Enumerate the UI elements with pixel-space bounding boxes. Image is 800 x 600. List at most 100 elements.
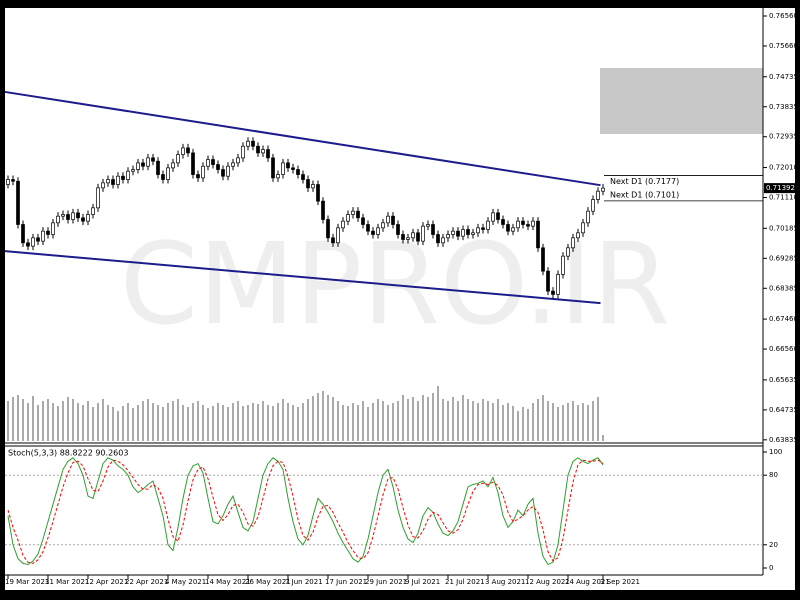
last-price-box [764, 183, 795, 194]
candle-body [21, 224, 25, 244]
candle-body [26, 242, 30, 247]
zone-box [600, 68, 763, 134]
candle-body [346, 214, 350, 222]
candle-body [231, 162, 235, 167]
x-tick-label: 3 Sep 2021 [600, 578, 640, 586]
candle-body [506, 224, 510, 232]
candle-body [351, 210, 355, 215]
trend-line [4, 250, 601, 305]
y-tick-label: 0.69285 [769, 254, 798, 262]
candle-body [446, 234, 450, 239]
stoch-line [7, 457, 604, 566]
candle-body [151, 157, 155, 162]
candle-body [496, 212, 500, 220]
candle-body [571, 237, 575, 249]
candle-body [301, 174, 305, 180]
candle-body [61, 214, 65, 217]
candle-body [466, 229, 470, 235]
x-tick-label: 9 Jul 2021 [405, 578, 440, 586]
candle-body [271, 157, 275, 179]
candle-body [541, 247, 545, 272]
candle-body [586, 210, 590, 224]
candle-body [51, 222, 55, 235]
candle-body [56, 215, 60, 224]
candle-body [71, 212, 75, 220]
candle-body [551, 290, 555, 295]
y-tick-label: 0.68385 [769, 284, 798, 292]
candle-body [411, 232, 415, 239]
candle-body [471, 232, 475, 235]
candle-body [101, 182, 105, 189]
x-tick-label: 26 May 2021 [245, 578, 291, 586]
candle-body [116, 175, 120, 185]
candle-body [91, 207, 95, 215]
candle-body [291, 167, 295, 170]
candle-body [6, 179, 10, 185]
x-tick-label: 7 Jun 2021 [285, 578, 323, 586]
candle-body [241, 145, 245, 159]
x-tick-label: 29 Jun 2021 [365, 578, 407, 586]
candle-body [141, 162, 145, 167]
x-tick-label: 17 Jun 2021 [325, 578, 367, 586]
candle-body [201, 165, 205, 179]
y-tick-label: 0.67460 [769, 315, 798, 323]
candle-body [96, 187, 100, 209]
candle-body [596, 190, 600, 200]
x-tick-label: 19 Mar 2021 [5, 578, 49, 586]
candle-body [601, 187, 605, 192]
candle-body [111, 179, 115, 185]
candle-body [501, 219, 505, 225]
candle-body [441, 237, 445, 244]
candle-body [171, 162, 175, 169]
candle-body [336, 227, 340, 244]
candle-body [16, 180, 20, 225]
candle-body [536, 220, 540, 249]
candle-body [156, 160, 160, 175]
candle-body [261, 149, 265, 154]
x-tick-label: 4 May 2021 [165, 578, 206, 586]
candle-body [461, 229, 465, 237]
candle-body [46, 230, 50, 235]
level-label: Next D1 (0.7101) [610, 190, 679, 199]
candle-body [476, 227, 480, 234]
candle-body [591, 199, 595, 212]
candle-body [31, 237, 35, 247]
y-tick-label: 0.66560 [769, 345, 798, 353]
candle-body [281, 162, 285, 175]
candle-body [276, 174, 280, 179]
candle-body [131, 169, 135, 172]
candle-body [136, 162, 140, 170]
y-tick-label: 0.76560 [769, 12, 798, 20]
candle-body [376, 227, 380, 235]
candle-body [146, 157, 150, 167]
candle-body [581, 222, 585, 234]
y-tick-label: 0.64735 [769, 406, 798, 414]
y-tick-label: 0.63835 [769, 436, 798, 444]
candle-body [366, 224, 370, 232]
candle-body [396, 224, 400, 235]
x-tick-label: 31 Mar 2021 [45, 578, 89, 586]
y-tick-label: 80 [769, 471, 778, 479]
stoch-title: Stoch(5,3,3) 88.8222 90.2603 [8, 449, 128, 458]
candle-body [566, 247, 570, 257]
candle-body [196, 174, 200, 179]
candle-body [11, 179, 15, 182]
candle-body [576, 232, 580, 239]
candle-body [161, 174, 165, 180]
y-tick-label: 100 [769, 448, 782, 456]
candle-body [421, 225, 425, 242]
candle-body [381, 222, 385, 229]
level-label: Next D1 (0.7177) [610, 177, 679, 186]
candle-body [186, 147, 190, 154]
candle-body [426, 224, 430, 227]
candle-body [451, 230, 455, 235]
candle-body [41, 230, 45, 242]
candle-body [511, 227, 515, 232]
candle-body [166, 167, 170, 180]
y-tick-label: 0.65635 [769, 376, 798, 384]
candle-body [416, 232, 420, 242]
y-tick-label: 0.71110 [769, 194, 798, 202]
candle-body [436, 234, 440, 244]
x-tick-label: 14 May 2021 [205, 578, 251, 586]
candle-body [361, 217, 365, 225]
